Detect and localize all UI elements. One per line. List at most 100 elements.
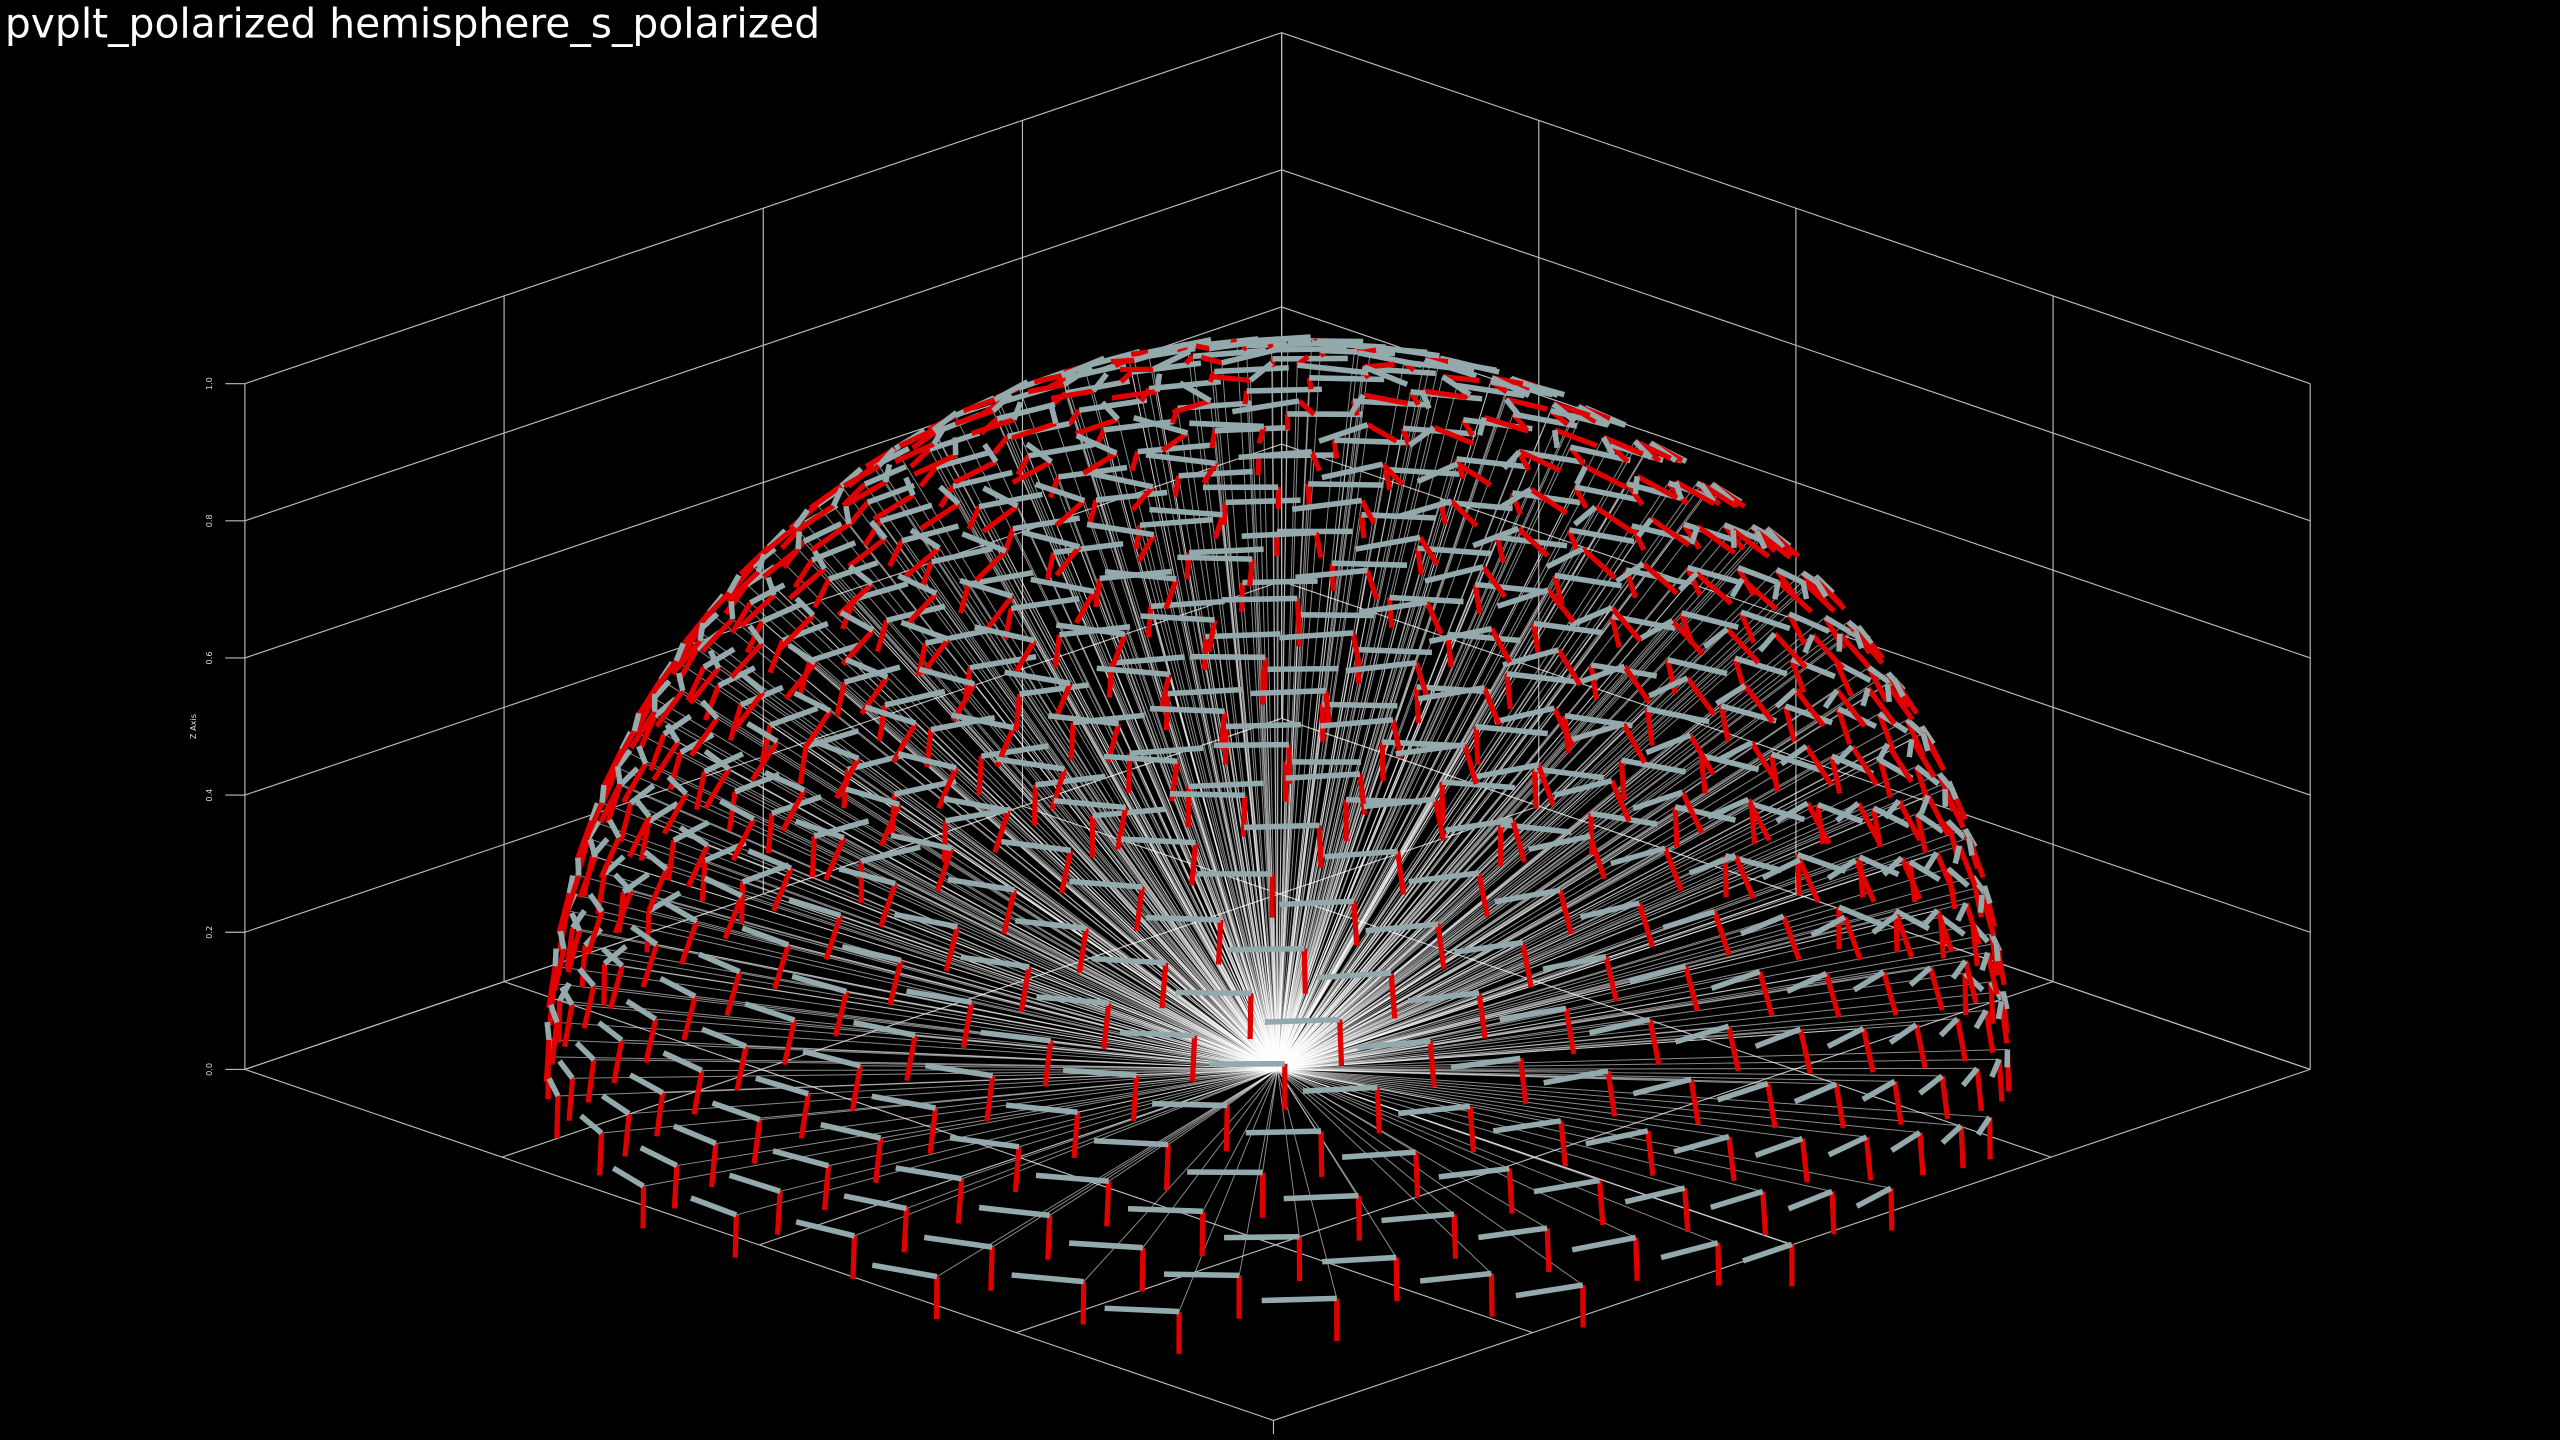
arrow-shaft: [575, 857, 582, 876]
arrow-shaft: [734, 1045, 749, 1092]
arrow-shaft: [936, 766, 959, 810]
arrow-shaft: [974, 624, 1035, 644]
ray: [1277, 992, 1480, 1070]
ray: [1277, 690, 1327, 1070]
arrow-shaft: [750, 739, 780, 782]
arrow-shaft: [1899, 856, 1923, 900]
arrow-shaft: [1660, 1240, 1719, 1261]
arrow-shaft: [639, 1145, 679, 1169]
ray: [1250, 993, 1279, 1070]
arrow-shaft: [884, 688, 946, 708]
arrow-shaft: [548, 1003, 560, 1024]
ray: [906, 1068, 1278, 1209]
arrow-shaft: [1918, 794, 1931, 815]
arrow-shaft: [1891, 677, 1906, 698]
ray: [999, 402, 1279, 1070]
arrow-shaft: [1476, 992, 1488, 1039]
arrow-shaft: [843, 664, 901, 685]
arrow-shaft: [1860, 1027, 1876, 1073]
arrow-shaft: [1711, 482, 1735, 504]
arrow-shaft: [787, 642, 817, 666]
arrow-shaft: [1240, 795, 1248, 837]
arrow-shaft: [1742, 1241, 1793, 1264]
arrow-shaft: [741, 925, 790, 948]
arrow-shaft: [1740, 577, 1779, 612]
arrow-shaft: [1363, 796, 1436, 810]
arrow-shaft: [1442, 374, 1480, 384]
arrow-shaft: [1618, 759, 1627, 800]
arrow-shaft: [1413, 1152, 1421, 1198]
ray: [1277, 828, 1966, 1070]
arrow-shaft: [1770, 751, 1823, 773]
arrow-shaft: [1111, 388, 1158, 401]
arrow-shaft: [1478, 1225, 1548, 1241]
arrow-shaft: [647, 800, 680, 824]
arrow-shaft: [1230, 338, 1238, 345]
arrow-shaft: [1966, 837, 1975, 856]
ray: [1277, 802, 1808, 1070]
arrow-shaft: [1073, 590, 1097, 625]
arrow-shaft: [1366, 422, 1398, 444]
arrow-shaft: [1308, 481, 1384, 488]
arrow-shaft: [1261, 657, 1269, 692]
arrow-shaft: [717, 665, 757, 689]
arrow-shaft: [797, 746, 809, 785]
arrow-shaft: [1318, 422, 1369, 444]
arrow-shaft: [1329, 563, 1336, 591]
arrow-shaft: [1516, 526, 1550, 558]
arrow-shaft: [1729, 577, 1745, 598]
arrow-shaft: [552, 948, 559, 967]
arrow-shaft: [1415, 547, 1424, 575]
arrow-shaft: [1450, 1055, 1521, 1071]
arrow-shaft: [1189, 420, 1264, 430]
arrow-shaft: [543, 1039, 552, 1083]
arrow-shaft: [1351, 901, 1360, 946]
arrow-shaft: [1797, 1028, 1813, 1074]
arrow-shaft: [812, 549, 828, 571]
arrow-shaft: [810, 521, 851, 553]
arrow-shaft: [1958, 1125, 1966, 1169]
arrow-shaft: [1264, 1016, 1340, 1025]
arrow-shaft: [1132, 415, 1189, 436]
arrow-shaft: [1698, 755, 1708, 794]
arrow-shaft: [903, 546, 942, 579]
arrow-shaft: [552, 948, 567, 991]
ray: [1277, 476, 1638, 1070]
arrow-shaft: [812, 577, 832, 609]
arrow-shaft: [1355, 1195, 1362, 1241]
ray: [808, 1068, 1278, 1095]
ray: [1277, 1068, 1584, 1286]
arrow-shaft: [891, 721, 918, 764]
arrow-shaft: [1554, 572, 1623, 589]
ray: [935, 593, 1278, 1070]
arrow-shaft: [1163, 1144, 1171, 1191]
arrow-shaft: [1095, 489, 1168, 503]
arrow-shaft: [1622, 664, 1652, 704]
arrow-shaft: [1449, 499, 1479, 528]
arrow-shaft: [996, 401, 1056, 422]
arrow-shaft: [559, 985, 575, 1006]
z-tick-label: 0.2: [204, 926, 214, 939]
ray: [1277, 819, 1514, 1070]
ray: [1117, 419, 1279, 1070]
arrow-shaft: [1397, 1103, 1471, 1117]
arrow-shaft: [601, 963, 608, 1006]
arrow-shaft: [678, 825, 710, 848]
arrow-shaft: [1229, 945, 1305, 953]
arrow-shaft: [599, 784, 607, 804]
arrow-shaft: [841, 943, 902, 964]
ray: [1277, 807, 1874, 1070]
arrow-shaft: [1030, 576, 1095, 595]
ray: [1277, 1068, 1867, 1138]
arrow-shaft: [1755, 529, 1792, 560]
ray: [1277, 967, 1931, 1070]
arrow-shaft: [1920, 908, 1940, 929]
arrow-shaft: [1357, 1038, 1431, 1050]
arrow-shaft: [918, 465, 939, 488]
arrow-shaft: [1250, 687, 1326, 697]
arrow-shaft: [1475, 723, 1549, 737]
arrow-shaft: [1800, 580, 1810, 600]
arrow-shaft: [1296, 362, 1369, 376]
ray: [1277, 1068, 1416, 1153]
ray: [814, 662, 1278, 1070]
